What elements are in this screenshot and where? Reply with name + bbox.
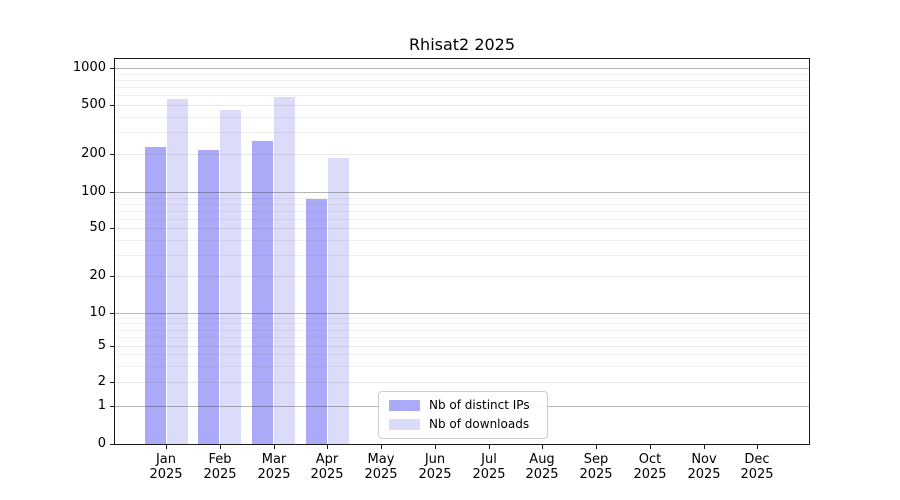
bar-mar-downloads: [274, 97, 295, 444]
gridline-20: [115, 276, 809, 277]
legend-swatch-distinct-ips: [389, 400, 420, 411]
x-tick-mark-jun: [435, 445, 436, 449]
gridline-500: [115, 105, 809, 106]
x-tick-label-oct: Oct 2025: [633, 452, 667, 482]
plot-area: [114, 58, 810, 445]
x-tick-mark-jan: [166, 445, 167, 449]
y-tick-label-200: 200: [81, 146, 106, 161]
x-tick-label-jun: Jun 2025: [418, 452, 452, 482]
bar-apr-distinct-ips: [306, 199, 327, 444]
gridline-50: [115, 228, 809, 229]
legend-label-downloads: Nb of downloads: [429, 417, 530, 431]
x-tick-mark-sep: [596, 445, 597, 449]
bar-feb-downloads: [220, 110, 241, 444]
x-tick-mark-aug: [542, 445, 543, 449]
x-tick-mark-mar: [274, 445, 275, 449]
x-tick-mark-nov: [704, 445, 705, 449]
y-tick-label-0: 0: [97, 436, 106, 451]
y-tick-label-10: 10: [89, 305, 106, 320]
gridline-1000: [115, 68, 809, 69]
y-tick-mark-0: [110, 444, 114, 445]
y-tick-mark-10: [110, 313, 114, 314]
y-tick-mark-200: [110, 154, 114, 155]
gridline-100: [115, 192, 809, 193]
x-tick-label-apr: Apr 2025: [310, 452, 344, 482]
y-tick-mark-50: [110, 228, 114, 229]
x-tick-label-aug: Aug 2025: [525, 452, 559, 482]
y-tick-label-1: 1: [97, 398, 106, 413]
y-tick-label-100: 100: [81, 184, 106, 199]
gridline-5: [115, 346, 809, 347]
x-tick-mark-apr: [327, 445, 328, 449]
gridline-300: [115, 132, 809, 133]
legend-swatch-downloads: [389, 419, 420, 430]
gridline-40: [115, 240, 809, 241]
y-tick-mark-1: [110, 406, 114, 407]
legend-item-distinct-ips: Nb of distinct IPs: [389, 399, 539, 412]
gridline-30: [115, 255, 809, 256]
gridline-8: [115, 323, 809, 324]
y-tick-mark-2: [110, 382, 114, 383]
y-tick-label-50: 50: [89, 220, 106, 235]
gridline-7: [115, 330, 809, 331]
x-tick-label-nov: Nov 2025: [687, 452, 721, 482]
x-tick-mark-feb: [220, 445, 221, 449]
x-tick-mark-oct: [650, 445, 651, 449]
y-tick-mark-500: [110, 105, 114, 106]
x-tick-label-jul: Jul 2025: [472, 452, 506, 482]
y-tick-mark-1000: [110, 68, 114, 69]
x-tick-label-sep: Sep 2025: [579, 452, 613, 482]
x-tick-mark-jul: [489, 445, 490, 449]
bar-feb-distinct-ips: [198, 150, 219, 444]
legend: Nb of distinct IPs Nb of downloads: [378, 391, 548, 439]
bar-apr-downloads: [328, 158, 349, 444]
y-tick-label-5: 5: [97, 338, 106, 353]
gridline-3: [115, 366, 809, 367]
y-tick-label-2: 2: [97, 374, 106, 389]
x-tick-label-feb: Feb 2025: [203, 452, 237, 482]
x-tick-mark-dec: [757, 445, 758, 449]
gridline-10: [115, 313, 809, 314]
y-tick-mark-100: [110, 192, 114, 193]
x-tick-label-mar: Mar 2025: [257, 452, 291, 482]
gridline-900: [115, 74, 809, 75]
x-tick-label-jan: Jan 2025: [149, 452, 183, 482]
legend-label-distinct-ips: Nb of distinct IPs: [429, 398, 530, 412]
gridline-200: [115, 154, 809, 155]
gridline-800: [115, 80, 809, 81]
y-tick-label-500: 500: [81, 97, 106, 112]
bar-mar-distinct-ips: [252, 141, 273, 444]
x-tick-mark-may: [381, 445, 382, 449]
gridline-2: [115, 382, 809, 383]
chart-title: Rhisat2 2025: [408, 35, 516, 54]
x-tick-label-dec: Dec 2025: [740, 452, 774, 482]
gridline-80: [115, 204, 809, 205]
gridline-700: [115, 87, 809, 88]
y-tick-label-1000: 1000: [72, 60, 106, 75]
gridline-60: [115, 219, 809, 220]
gridline-600: [115, 95, 809, 96]
y-tick-mark-20: [110, 276, 114, 277]
x-tick-label-may: May 2025: [364, 452, 398, 482]
gridline-6: [115, 337, 809, 338]
gridline-4: [115, 354, 809, 355]
gridline-70: [115, 211, 809, 212]
gridline-9: [115, 318, 809, 319]
y-tick-label-20: 20: [89, 268, 106, 283]
y-tick-mark-5: [110, 346, 114, 347]
bar-jan-downloads: [167, 99, 188, 444]
bar-jan-distinct-ips: [145, 147, 166, 444]
gridline-90: [115, 198, 809, 199]
gridline-400: [115, 117, 809, 118]
legend-item-downloads: Nb of downloads: [389, 418, 539, 431]
